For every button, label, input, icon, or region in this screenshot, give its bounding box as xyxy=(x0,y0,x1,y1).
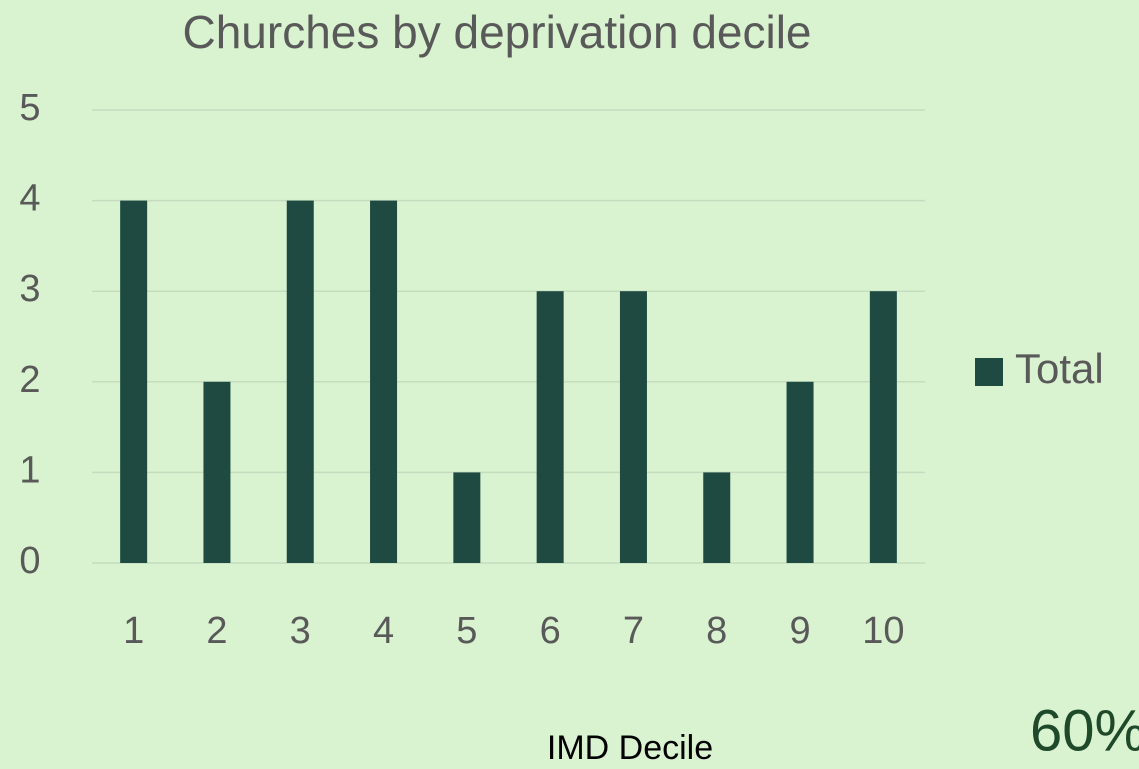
bar xyxy=(453,472,481,563)
bar xyxy=(120,200,148,563)
x-tick-label: 4 xyxy=(373,610,394,652)
legend-swatch xyxy=(975,358,1003,386)
y-tick-label: 4 xyxy=(19,178,40,220)
bar xyxy=(370,200,398,563)
x-tick-label: 2 xyxy=(206,610,227,652)
x-tick-label: 1 xyxy=(123,610,144,652)
y-tick-label: 0 xyxy=(19,540,40,582)
bar xyxy=(619,291,647,563)
chart-title: Churches by deprivation decile xyxy=(182,6,811,58)
y-tick-label: 3 xyxy=(19,268,40,310)
x-tick-label: 7 xyxy=(623,610,644,652)
x-axis-label: IMD Decile xyxy=(547,729,713,767)
y-tick-label: 5 xyxy=(19,87,40,129)
x-tick-label: 5 xyxy=(456,610,477,652)
bar xyxy=(703,472,731,563)
x-tick-label: 3 xyxy=(290,610,311,652)
bar xyxy=(786,381,814,563)
bar xyxy=(536,291,564,563)
x-tick-label: 6 xyxy=(540,610,561,652)
x-tick-label: 8 xyxy=(706,610,727,652)
legend-label: Total xyxy=(1015,345,1104,392)
y-tick-label: 1 xyxy=(19,449,40,491)
x-tick-label: 9 xyxy=(789,610,810,652)
bar xyxy=(203,381,231,563)
bar xyxy=(286,200,314,563)
x-tick-label: 10 xyxy=(862,610,904,652)
bar xyxy=(869,291,897,563)
y-tick-label: 2 xyxy=(19,359,40,401)
annotation: 60% xyxy=(1030,698,1139,763)
